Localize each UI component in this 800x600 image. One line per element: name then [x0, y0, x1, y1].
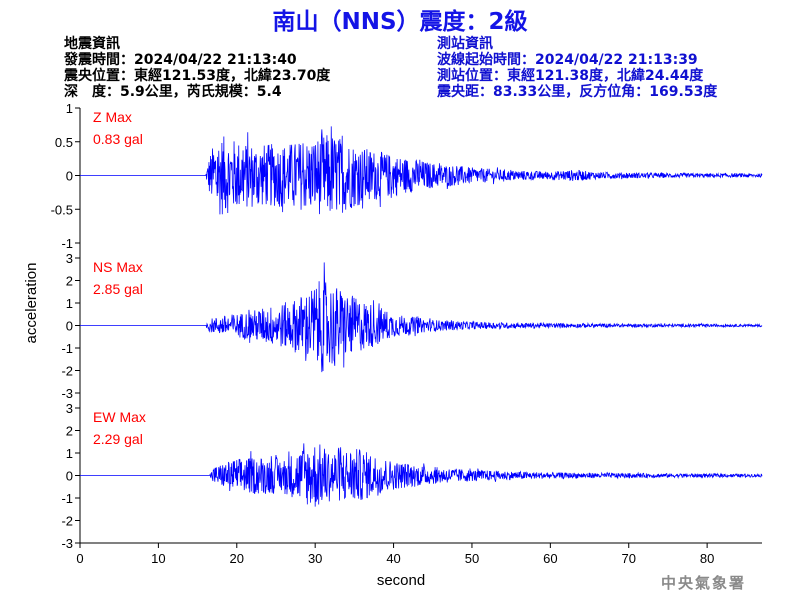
quake-info-block: 地震資訊 發震時間：2024/04/22 21:13:40 震央位置：東經121…	[64, 36, 330, 100]
y-tick-label-ns: 0	[66, 319, 73, 334]
y-tick-label-ns: 2	[66, 274, 73, 289]
y-tick-label-ns: -2	[61, 364, 73, 379]
x-tick-label: 50	[465, 551, 479, 566]
station-location: 測站位置：東經121.38度，北緯24.44度	[437, 68, 704, 84]
x-axis-title: second	[377, 572, 425, 589]
max-value-z: 0.83 gal	[93, 131, 143, 147]
y-tick-label-z: -0.5	[51, 202, 73, 217]
max-label-ew: EW Max	[93, 409, 146, 425]
max-label-z: Z Max	[93, 109, 132, 125]
y-tick-label-z: 0.5	[55, 135, 73, 150]
y-axis-title: acceleration	[23, 263, 40, 344]
y-tick-label-ew: 3	[66, 401, 73, 416]
y-tick-label-ns: 3	[66, 251, 73, 266]
y-tick-label-ew: 2	[66, 424, 73, 439]
x-tick-label: 70	[622, 551, 636, 566]
station-info-heading: 測站資訊	[437, 36, 493, 52]
y-tick-label-ns: -3	[61, 386, 73, 401]
y-tick-label-ns: -1	[61, 341, 73, 356]
y-tick-label-ew: 1	[66, 446, 73, 461]
waveform-ns	[80, 262, 763, 373]
wave-start-time: 波線起始時間：2024/04/22 21:13:39	[437, 52, 698, 68]
max-value-ew: 2.29 gal	[93, 431, 143, 447]
max-value-ns: 2.85 gal	[93, 281, 143, 297]
x-tick-label: 0	[76, 551, 83, 566]
y-tick-label-ew: 0	[66, 469, 73, 484]
quake-info-heading: 地震資訊	[64, 36, 120, 52]
x-tick-label: 30	[308, 551, 322, 566]
organization-name: 中央氣象署	[660, 574, 746, 592]
max-label-ns: NS Max	[93, 259, 143, 275]
epicenter-location: 震央位置：東經121.53度，北緯23.70度	[64, 68, 331, 84]
x-tick-label: 20	[230, 551, 244, 566]
y-tick-label-ew: -3	[61, 536, 73, 551]
y-tick-label-z: 0	[66, 169, 73, 184]
x-tick-label: 60	[543, 551, 557, 566]
station-info-block: 測站資訊 波線起始時間：2024/04/22 21:13:39 測站位置：東經1…	[437, 36, 717, 100]
waveform-ew	[80, 443, 763, 507]
distance-azimuth: 震央距：83.33公里，反方位角：169.53度	[437, 84, 718, 100]
origin-time: 發震時間：2024/04/22 21:13:40	[64, 52, 297, 68]
y-tick-label-ns: 1	[66, 296, 73, 311]
y-tick-label-z: -1	[61, 236, 73, 251]
x-tick-label: 40	[386, 551, 400, 566]
y-tick-label-ew: -2	[61, 514, 73, 529]
waveform-z	[80, 126, 763, 215]
page-title: 南山（NNS）震度：2級	[272, 9, 528, 35]
y-tick-label-z: 1	[66, 101, 73, 116]
x-tick-label: 10	[151, 551, 165, 566]
x-tick-label: 80	[700, 551, 714, 566]
y-tick-label-ew: -1	[61, 491, 73, 506]
depth-magnitude: 深 度：5.9公里，芮氏規模：5.4	[64, 84, 282, 100]
